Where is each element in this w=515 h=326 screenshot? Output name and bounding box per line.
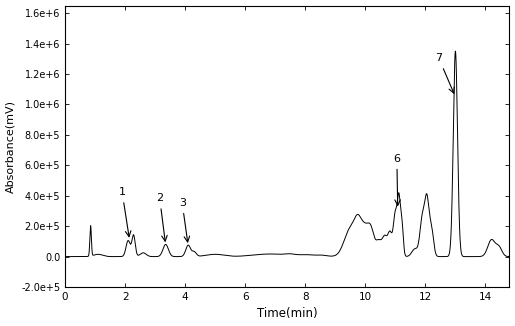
Text: 1: 1 [118, 187, 131, 237]
Text: 2: 2 [156, 193, 167, 241]
Text: 7: 7 [435, 53, 454, 93]
Y-axis label: Absorbance(mV): Absorbance(mV) [6, 100, 15, 193]
X-axis label: Time(min): Time(min) [257, 307, 318, 320]
Text: 6: 6 [393, 154, 400, 205]
Text: 3: 3 [179, 198, 190, 242]
